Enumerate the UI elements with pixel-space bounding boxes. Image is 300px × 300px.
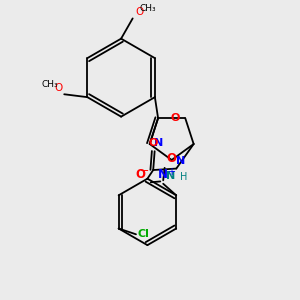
Text: O: O xyxy=(55,83,63,93)
Text: CH₃: CH₃ xyxy=(41,80,58,89)
Text: O: O xyxy=(136,168,146,181)
Text: O: O xyxy=(166,152,176,165)
Text: O: O xyxy=(136,7,144,17)
Text: −: − xyxy=(140,166,150,176)
Text: O: O xyxy=(148,138,158,148)
Text: N: N xyxy=(176,156,185,167)
Text: H: H xyxy=(180,172,187,182)
Text: CH₃: CH₃ xyxy=(140,4,157,13)
Text: N: N xyxy=(158,168,168,181)
Text: N: N xyxy=(154,138,163,148)
Text: Cl: Cl xyxy=(137,229,149,239)
Text: N: N xyxy=(166,172,175,182)
Text: O: O xyxy=(171,113,180,123)
Text: +: + xyxy=(167,167,175,177)
